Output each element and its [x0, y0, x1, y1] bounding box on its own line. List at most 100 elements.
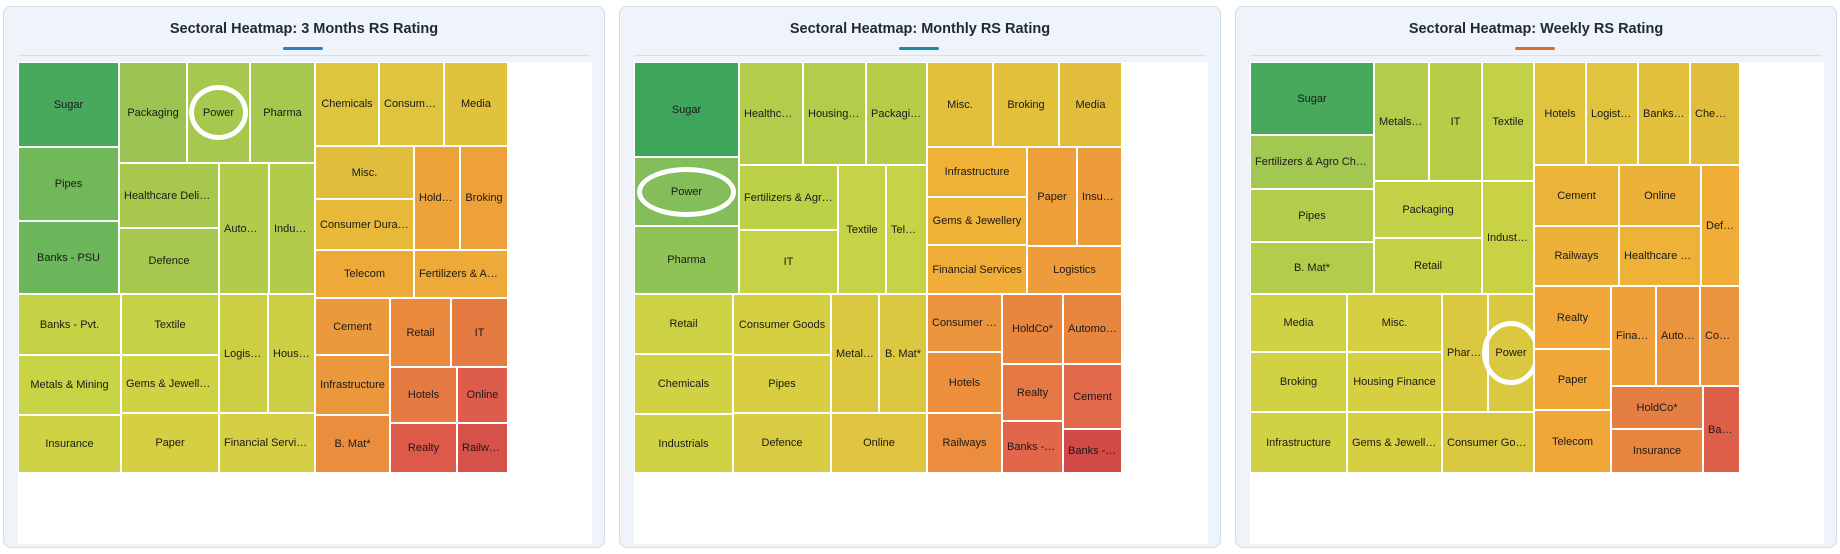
- tile-housing-finance[interactable]: Housing Finance: [268, 294, 315, 413]
- tile-consumer-goods[interactable]: Consumer Goods: [379, 62, 444, 146]
- tile-packaging[interactable]: Packaging: [119, 62, 187, 163]
- tile-textile[interactable]: Textile: [838, 165, 886, 294]
- tile-housing-finance[interactable]: Housing Finance: [1347, 352, 1442, 412]
- tile-logistics[interactable]: Logistics: [1586, 62, 1638, 165]
- tile-it[interactable]: IT: [451, 298, 508, 367]
- tile-logistics[interactable]: Logistics: [219, 294, 268, 413]
- tile-gems-jewellery[interactable]: Gems & Jewellery: [1347, 412, 1442, 473]
- tile-pipes[interactable]: Pipes: [18, 147, 119, 221]
- tile-paper[interactable]: Paper: [121, 413, 219, 473]
- tile-automobile[interactable]: Automobile: [1656, 286, 1700, 386]
- tile-holdco[interactable]: HoldCo*: [1002, 294, 1063, 364]
- tile-misc[interactable]: Misc.: [315, 146, 414, 199]
- tile-metals-mining[interactable]: Metals & Mining: [1374, 62, 1429, 181]
- tile-holdco[interactable]: HoldCo*: [1611, 386, 1703, 429]
- tile-retail[interactable]: Retail: [390, 298, 451, 367]
- tile-hotels[interactable]: Hotels: [927, 352, 1002, 413]
- tile-realty[interactable]: Realty: [1534, 286, 1611, 349]
- tile-online[interactable]: Online: [457, 367, 508, 423]
- tile-cement[interactable]: Cement: [1063, 364, 1122, 429]
- tile-defence[interactable]: Defence: [119, 228, 219, 294]
- tile-chemicals[interactable]: Chemicals: [634, 354, 733, 414]
- tile-metals-mining[interactable]: Metals & Mining: [831, 294, 879, 413]
- tile-b-mat[interactable]: B. Mat*: [879, 294, 927, 413]
- tile-retail[interactable]: Retail: [634, 294, 733, 354]
- tile-paper[interactable]: Paper: [1534, 349, 1611, 410]
- tile-telecom[interactable]: Telecom: [315, 250, 414, 298]
- tile-sugar[interactable]: Sugar: [634, 62, 739, 157]
- tile-power[interactable]: Power: [1488, 294, 1534, 412]
- tile-pipes[interactable]: Pipes: [733, 355, 831, 413]
- tile-industrials[interactable]: Industrials: [634, 414, 733, 473]
- tile-it[interactable]: IT: [1429, 62, 1482, 181]
- tile-automobile[interactable]: Automobile: [219, 163, 269, 294]
- tile-realty[interactable]: Realty: [390, 423, 457, 473]
- tile-power[interactable]: Power: [634, 157, 739, 226]
- tile-b-mat[interactable]: B. Mat*: [315, 415, 390, 473]
- tile-holdco[interactable]: HoldCo*: [414, 146, 460, 250]
- tile-online[interactable]: Online: [1619, 165, 1701, 226]
- tile-metals-mining[interactable]: Metals & Mining: [18, 355, 121, 415]
- tile-realty[interactable]: Realty: [1002, 364, 1063, 421]
- tile-online[interactable]: Online: [831, 413, 927, 473]
- tile-industrials[interactable]: Industrials: [269, 163, 315, 294]
- tile-it[interactable]: IT: [739, 230, 838, 294]
- tile-media[interactable]: Media: [444, 62, 508, 146]
- tile-textile[interactable]: Textile: [1482, 62, 1534, 181]
- tile-media[interactable]: Media: [1250, 294, 1347, 352]
- tile-paper[interactable]: Paper: [1027, 147, 1077, 246]
- tile-power[interactable]: Power: [187, 62, 250, 163]
- tile-insurance[interactable]: Insurance: [1077, 147, 1122, 246]
- tile-cement[interactable]: Cement: [315, 298, 390, 355]
- tile-retail[interactable]: Retail: [1374, 238, 1482, 294]
- tile-cement[interactable]: Cement: [1534, 165, 1619, 226]
- tile-packaging[interactable]: Packaging: [1374, 181, 1482, 238]
- tile-banks-pvt[interactable]: Banks - Pvt.: [1002, 421, 1063, 473]
- tile-consumer-durables[interactable]: Consumer Durables: [1700, 286, 1740, 386]
- tile-healthcare-delivery[interactable]: Healthcare Delivery: [119, 163, 219, 228]
- tile-gems-jewellery[interactable]: Gems & Jewellery: [927, 197, 1027, 245]
- tile-hotels[interactable]: Hotels: [390, 367, 457, 423]
- tile-pharma[interactable]: Pharma: [250, 62, 315, 163]
- tile-fertilizers-agro-chemicals[interactable]: Fertilizers & Agro Chemicals: [739, 165, 838, 230]
- tile-consumer-goods[interactable]: Consumer Goods: [1442, 412, 1534, 473]
- tile-textile[interactable]: Textile: [121, 294, 219, 355]
- tile-fertilizers-agro-chemicals[interactable]: Fertilizers & Agro Chemicals: [414, 250, 508, 298]
- tile-banks-psu[interactable]: Banks - PSU: [1638, 62, 1690, 165]
- tile-infrastructure[interactable]: Infrastructure: [927, 147, 1027, 197]
- tile-misc[interactable]: Misc.: [927, 62, 993, 147]
- tile-hotels[interactable]: Hotels: [1534, 62, 1586, 165]
- tile-consumer-goods[interactable]: Consumer Goods: [733, 294, 831, 355]
- tile-pipes[interactable]: Pipes: [1250, 189, 1374, 242]
- tile-banks-pvt[interactable]: Banks - Pvt.: [18, 294, 121, 355]
- tile-gems-jewellery[interactable]: Gems & Jewellery: [121, 355, 219, 413]
- tile-defence[interactable]: Defence: [1701, 165, 1740, 286]
- tile-housing-finance[interactable]: Housing Finance: [803, 62, 866, 165]
- tile-b-mat[interactable]: B. Mat*: [1250, 242, 1374, 294]
- tile-financial-services[interactable]: Financial Services: [1611, 286, 1656, 386]
- tile-broking[interactable]: Broking: [1250, 352, 1347, 412]
- tile-banks-pvt[interactable]: Banks - Pvt.: [1703, 386, 1740, 473]
- tile-chemicals[interactable]: Chemicals: [1690, 62, 1740, 165]
- tile-railways[interactable]: Railways: [927, 413, 1002, 473]
- tile-healthcare-delivery[interactable]: Healthcare Delivery: [1619, 226, 1701, 286]
- tile-misc[interactable]: Misc.: [1347, 294, 1442, 352]
- tile-banks-psu[interactable]: Banks - PSU: [1063, 429, 1122, 473]
- tile-defence[interactable]: Defence: [733, 413, 831, 473]
- tile-chemicals[interactable]: Chemicals: [315, 62, 379, 146]
- tile-infrastructure[interactable]: Infrastructure: [1250, 412, 1347, 473]
- tile-banks-psu[interactable]: Banks - PSU: [18, 221, 119, 294]
- tile-logistics[interactable]: Logistics: [1027, 246, 1122, 294]
- tile-consumer-durables[interactable]: Consumer Durables: [927, 294, 1002, 352]
- tile-packaging[interactable]: Packaging: [866, 62, 927, 165]
- tile-telecom[interactable]: Telecom: [1534, 410, 1611, 473]
- tile-telecom[interactable]: Telecom: [886, 165, 927, 294]
- tile-consumer-durables[interactable]: Consumer Durables: [315, 199, 414, 250]
- tile-pharma[interactable]: Pharma: [634, 226, 739, 294]
- tile-broking[interactable]: Broking: [460, 146, 508, 250]
- tile-infrastructure[interactable]: Infrastructure: [315, 355, 390, 415]
- tile-insurance[interactable]: Insurance: [18, 415, 121, 473]
- tile-insurance[interactable]: Insurance: [1611, 429, 1703, 473]
- tile-financial-services[interactable]: Financial Services: [927, 245, 1027, 294]
- tile-broking[interactable]: Broking: [993, 62, 1059, 147]
